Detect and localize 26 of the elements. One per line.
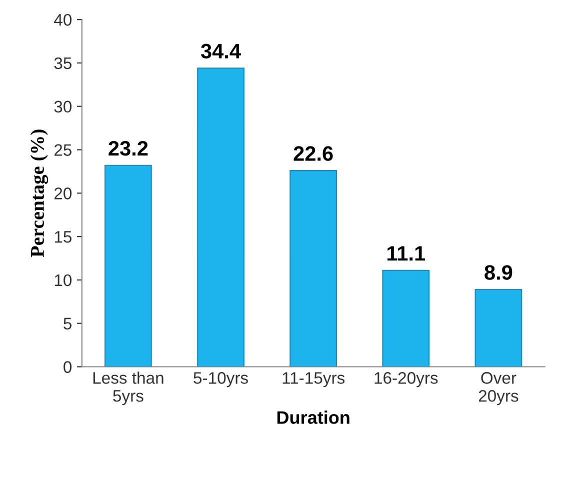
y-tick-label: 35 [54,57,72,70]
y-tick-label: 30 [54,100,72,113]
data-label: 11.1 [387,246,426,261]
x-tick-label: Less than 5yrs [93,372,164,406]
y-tick-label: 5 [64,318,72,330]
y-tick-label: 25 [54,144,72,156]
bar [104,164,152,367]
y-axis-title: Percentage (%) [30,130,48,258]
data-label: 34.4 [200,44,241,59]
data-label: 22.6 [294,146,333,161]
y-tick-label: 40 [54,14,72,26]
bar [382,270,430,367]
y-tick-label: 20 [54,188,72,200]
x-tick-label: 11-15yrs [282,372,345,388]
y-tick-label: 10 [54,274,72,286]
data-label: 8.9 [484,265,512,280]
x-axis-title: Duration [277,410,350,424]
bar [474,288,522,367]
bar [290,170,338,367]
x-tick-label: 16-20yrs [374,372,438,388]
y-tick-label: 15 [54,231,72,243]
x-tick-label: 5-10yrs [194,372,248,388]
data-label: 23.2 [108,140,148,156]
y-tick-label: 0 [64,361,72,373]
bar [197,68,244,367]
x-tick-label: Over 20yrs [478,372,518,406]
